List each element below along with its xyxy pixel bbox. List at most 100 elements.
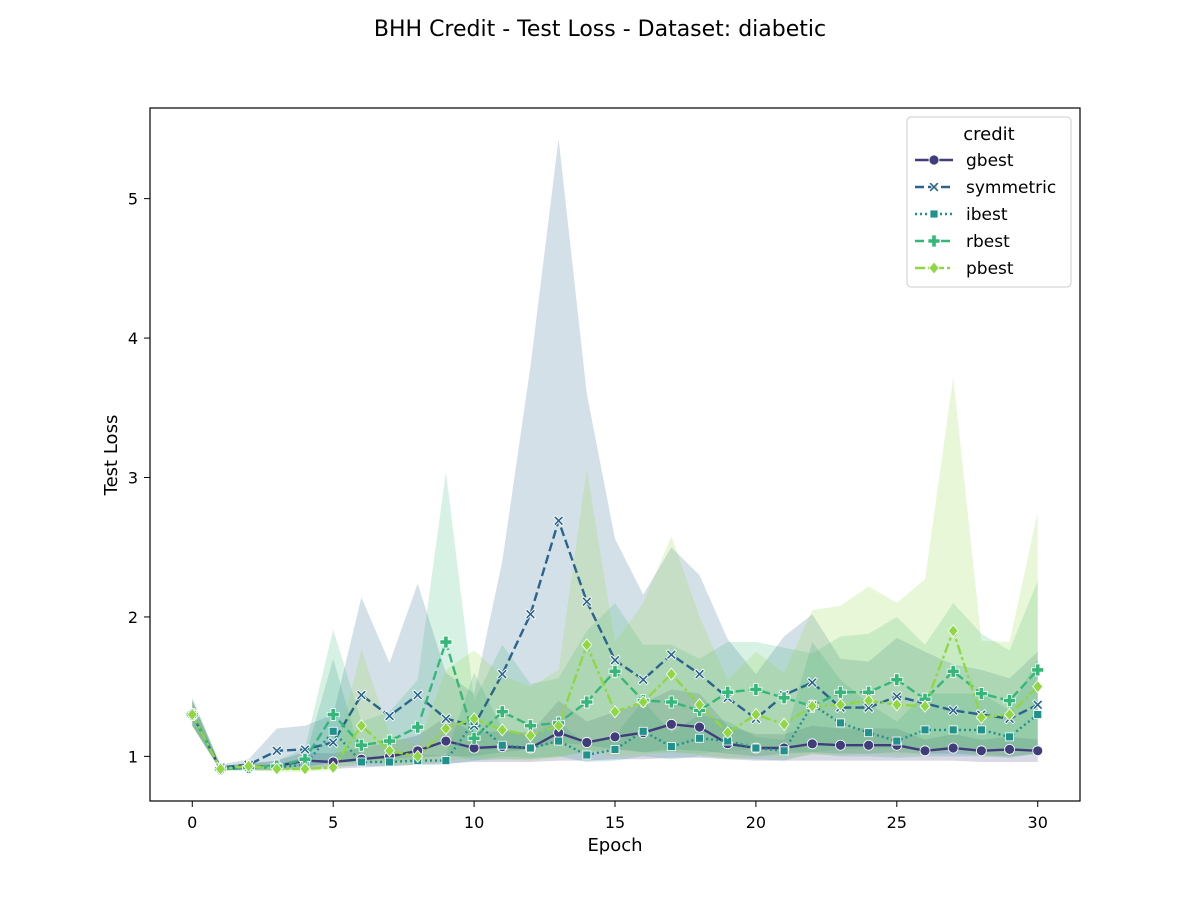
point-pbest bbox=[637, 695, 649, 709]
point-ibest bbox=[920, 725, 930, 735]
legend-label-rbest: rbest bbox=[966, 232, 1010, 252]
point-ibest bbox=[441, 756, 451, 765]
point-ibest bbox=[892, 736, 902, 746]
point-gbest bbox=[1004, 744, 1015, 755]
band-symmetric bbox=[192, 138, 1038, 771]
point-symmetric bbox=[299, 743, 311, 755]
point-ibest bbox=[836, 718, 845, 728]
point-ibest bbox=[695, 733, 704, 743]
point-symmetric bbox=[327, 736, 339, 749]
point-rbest bbox=[1003, 694, 1016, 708]
y-tick-label: 3 bbox=[128, 469, 138, 488]
point-gbest bbox=[665, 718, 677, 730]
legend-label-ibest: ibest bbox=[966, 205, 1008, 225]
point-symmetric bbox=[891, 690, 903, 702]
point-gbest bbox=[609, 731, 621, 743]
point-gbest bbox=[947, 742, 959, 754]
y-tick-label: 5 bbox=[128, 190, 138, 209]
point-ibest bbox=[554, 736, 564, 746]
point-pbest bbox=[553, 719, 565, 733]
point-symmetric bbox=[412, 689, 424, 701]
band-pbest bbox=[192, 377, 1038, 772]
legend-marker-gbest bbox=[928, 154, 940, 166]
point-ibest bbox=[751, 743, 761, 753]
point-rbest bbox=[749, 683, 763, 696]
y-tick-label: 4 bbox=[128, 329, 138, 348]
point-ibest bbox=[864, 728, 874, 738]
point-gbest bbox=[581, 737, 593, 748]
point-rbest bbox=[890, 673, 904, 687]
point-ibest bbox=[385, 757, 394, 767]
x-axis: 0 5 10 15 20 25 30 bbox=[187, 801, 1048, 832]
x-tick-label: 15 bbox=[605, 813, 625, 832]
legend-items: gbest symmetric ibest rbest pbest bbox=[915, 151, 1056, 279]
point-pbest bbox=[440, 721, 452, 736]
legend-title: credit bbox=[963, 124, 1014, 145]
band-gbest bbox=[192, 689, 1038, 771]
point-gbest bbox=[919, 745, 931, 757]
y-axis-label: Test Loss bbox=[101, 415, 122, 497]
legend-label-symmetric: symmetric bbox=[966, 178, 1056, 198]
point-ibest bbox=[526, 743, 535, 753]
point-pbest bbox=[412, 749, 424, 764]
point-ibest bbox=[356, 757, 366, 767]
point-ibest bbox=[976, 725, 986, 735]
point-pbest bbox=[299, 762, 311, 776]
series-markers bbox=[185, 515, 1045, 776]
point-symmetric bbox=[553, 515, 565, 527]
point-pbest bbox=[355, 719, 367, 733]
point-rbest bbox=[411, 720, 425, 734]
point-rbest bbox=[580, 695, 594, 709]
x-tick-label: 10 bbox=[464, 813, 484, 832]
point-pbest bbox=[327, 760, 339, 775]
point-pbest bbox=[186, 707, 198, 722]
point-symmetric bbox=[806, 676, 818, 689]
legend: credit gbest symmetric ibest rbest pbest bbox=[906, 116, 1072, 288]
point-pbest bbox=[1004, 707, 1016, 722]
point-pbest bbox=[665, 667, 677, 681]
point-pbest bbox=[524, 728, 536, 743]
point-symmetric bbox=[637, 674, 649, 686]
point-symmetric bbox=[355, 689, 367, 701]
point-symmetric bbox=[581, 596, 593, 608]
point-pbest bbox=[806, 699, 818, 713]
point-pbest bbox=[778, 717, 790, 731]
point-pbest bbox=[975, 710, 987, 724]
point-ibest bbox=[779, 746, 789, 756]
point-pbest bbox=[271, 762, 283, 776]
point-rbest bbox=[834, 685, 847, 699]
point-pbest bbox=[609, 705, 621, 719]
x-tick-label: 25 bbox=[887, 813, 907, 832]
point-symmetric bbox=[496, 668, 508, 680]
point-symmetric bbox=[693, 668, 706, 680]
point-ibest bbox=[497, 740, 507, 750]
point-symmetric bbox=[440, 713, 452, 725]
y-tick-label: 1 bbox=[128, 747, 138, 766]
point-rbest bbox=[354, 738, 368, 752]
point-gbest bbox=[694, 721, 705, 733]
point-symmetric bbox=[1032, 699, 1044, 711]
point-pbest bbox=[468, 712, 480, 726]
point-pbest bbox=[863, 693, 875, 708]
point-symmetric bbox=[524, 608, 537, 620]
legend-marker-symmetric bbox=[928, 181, 940, 193]
point-pbest bbox=[243, 759, 255, 773]
point-rbest bbox=[777, 691, 791, 705]
point-rbest bbox=[495, 705, 509, 719]
point-gbest bbox=[835, 739, 846, 751]
x-tick-label: 20 bbox=[746, 813, 766, 832]
legend-label-pbest: pbest bbox=[966, 259, 1014, 279]
point-rbest bbox=[608, 664, 622, 678]
point-pbest bbox=[947, 624, 959, 638]
point-ibest bbox=[666, 742, 676, 752]
x-tick-label: 5 bbox=[328, 813, 338, 832]
x-tick-label: 30 bbox=[1028, 813, 1048, 832]
point-pbest bbox=[384, 744, 396, 758]
band-ibest bbox=[192, 642, 1038, 771]
point-ibest bbox=[1033, 710, 1043, 719]
point-rbest bbox=[439, 635, 453, 649]
point-symmetric bbox=[383, 710, 396, 722]
point-rbest bbox=[326, 708, 340, 721]
point-rbest bbox=[467, 731, 481, 745]
